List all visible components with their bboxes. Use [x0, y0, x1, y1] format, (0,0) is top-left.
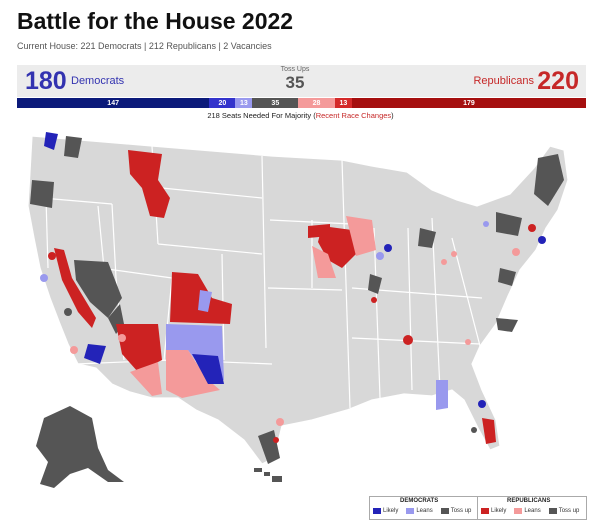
- page-subtitle: Current House: 221 Democrats | 212 Repub…: [17, 41, 272, 51]
- legend-rep-row: Likely Leans Toss up: [481, 508, 585, 514]
- legend-swatch: [481, 508, 489, 514]
- rep-legend-item: Likely: [481, 508, 506, 514]
- rep-legend-item: Toss up: [548, 508, 580, 514]
- district-colorado-central: [198, 290, 212, 312]
- majority-close: ): [391, 111, 394, 120]
- district-maine: [534, 154, 564, 206]
- district-nc: [498, 268, 516, 286]
- district-florida: [482, 418, 496, 444]
- dem-legend-item: Leans: [406, 508, 433, 514]
- seat-bar-segment: 147: [17, 98, 210, 108]
- legend-swatch: [548, 508, 557, 514]
- legend-swatch: [373, 508, 381, 514]
- legend-label: Leans: [524, 508, 541, 514]
- majority-note: 218 Seats Needed For Majority (Recent Ra…: [0, 111, 601, 120]
- district-alabama: [436, 380, 448, 410]
- majority-text: 218 Seats Needed For Majority (: [207, 111, 316, 120]
- legend-dem-row: Likely Leans Toss up: [373, 508, 477, 514]
- district-new-york-upstate: [496, 212, 522, 236]
- seat-bar-segment: 28: [298, 98, 335, 108]
- district-new-mexico-central: [192, 354, 224, 384]
- seat-bar-segment: 179: [351, 98, 586, 108]
- legend-swatch: [406, 508, 415, 514]
- legend-dem-header: DEMOCRATS: [400, 498, 439, 504]
- district-la: [84, 344, 106, 364]
- district-minnesota: [308, 224, 330, 238]
- district-california-north: [54, 248, 96, 328]
- district-virginia: [496, 318, 518, 332]
- district-arizona-south: [130, 362, 162, 396]
- legend-label: Toss up: [558, 508, 580, 514]
- legend-label: Toss up: [450, 508, 472, 514]
- district-wisconsin: [346, 216, 376, 256]
- toss-label: Toss Ups: [280, 66, 310, 73]
- seat-bar: 147 20 13 35 28 13 179: [17, 98, 586, 108]
- hawaii: [254, 468, 282, 482]
- legend-label: Leans: [416, 508, 433, 514]
- legend-label: Likely: [383, 508, 399, 514]
- recent-changes-link[interactable]: Recent Race Changes: [315, 111, 392, 120]
- dem-label: Democrats: [71, 75, 125, 87]
- district-washington: [44, 132, 58, 150]
- legend-label: Likely: [491, 508, 507, 514]
- district-nevada: [74, 260, 122, 318]
- legend-divider: [477, 497, 478, 519]
- toss-count: 35: [285, 73, 305, 92]
- alaska: [36, 406, 124, 488]
- contiguous-us: [27, 135, 569, 465]
- dem-legend-item: Toss up: [440, 508, 472, 514]
- rep-legend-item: Leans: [514, 508, 541, 514]
- district-arizona-north: [116, 324, 162, 372]
- legend-rep-header: REPUBLICANS: [507, 498, 551, 504]
- legend-swatch: [440, 508, 449, 514]
- seat-bar-segment: 13: [334, 98, 352, 108]
- district-new-mexico-south: [166, 350, 220, 398]
- district-washington-2: [64, 136, 82, 158]
- seat-bar-segment: 35: [252, 98, 299, 108]
- map-legend: DEMOCRATS REPUBLICANS Likely Leans Toss up…: [369, 496, 587, 520]
- small-districts: [40, 221, 546, 443]
- district-kansas: [368, 274, 382, 294]
- rep-count: 220: [537, 67, 579, 95]
- district-montana: [128, 150, 170, 218]
- legend-swatch: [514, 508, 523, 514]
- seat-tally: 180 Democrats Toss Ups 35 Republicans 22…: [17, 65, 586, 97]
- district-ohio: [418, 228, 436, 248]
- dem-legend-item: Likely: [373, 508, 398, 514]
- dem-count: 180: [25, 67, 67, 95]
- page-title: Battle for the House 2022: [17, 8, 294, 34]
- seat-bar-segment: 20: [209, 98, 236, 108]
- district-oregon: [30, 180, 54, 208]
- seat-bar-segment: 13: [235, 98, 253, 108]
- us-house-map: [27, 132, 569, 488]
- district-illinois: [312, 246, 336, 278]
- state-borders: [41, 145, 483, 409]
- rep-label: Republicans: [473, 75, 534, 87]
